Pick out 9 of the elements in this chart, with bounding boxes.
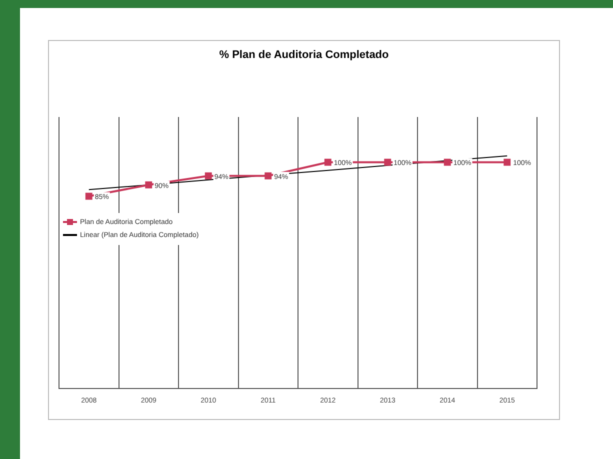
point bbox=[204, 172, 212, 180]
point bbox=[85, 192, 92, 200]
chart-title: % Plan de Auditoria Completado bbox=[218, 49, 390, 61]
point bbox=[324, 158, 332, 166]
point bbox=[145, 181, 152, 188]
point bbox=[384, 158, 392, 166]
point bbox=[444, 158, 451, 166]
point bbox=[264, 172, 272, 180]
point bbox=[504, 158, 511, 166]
